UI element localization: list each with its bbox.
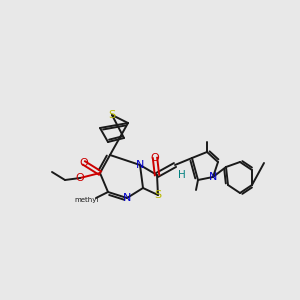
Text: S: S (154, 190, 162, 200)
Text: N: N (209, 172, 217, 182)
Text: methyl: methyl (75, 197, 99, 203)
Text: S: S (108, 110, 116, 120)
Text: O: O (80, 158, 88, 168)
Text: O: O (151, 153, 159, 163)
Text: O: O (76, 173, 84, 183)
Text: N: N (136, 160, 144, 170)
Text: H: H (178, 170, 186, 180)
Text: N: N (123, 193, 131, 203)
